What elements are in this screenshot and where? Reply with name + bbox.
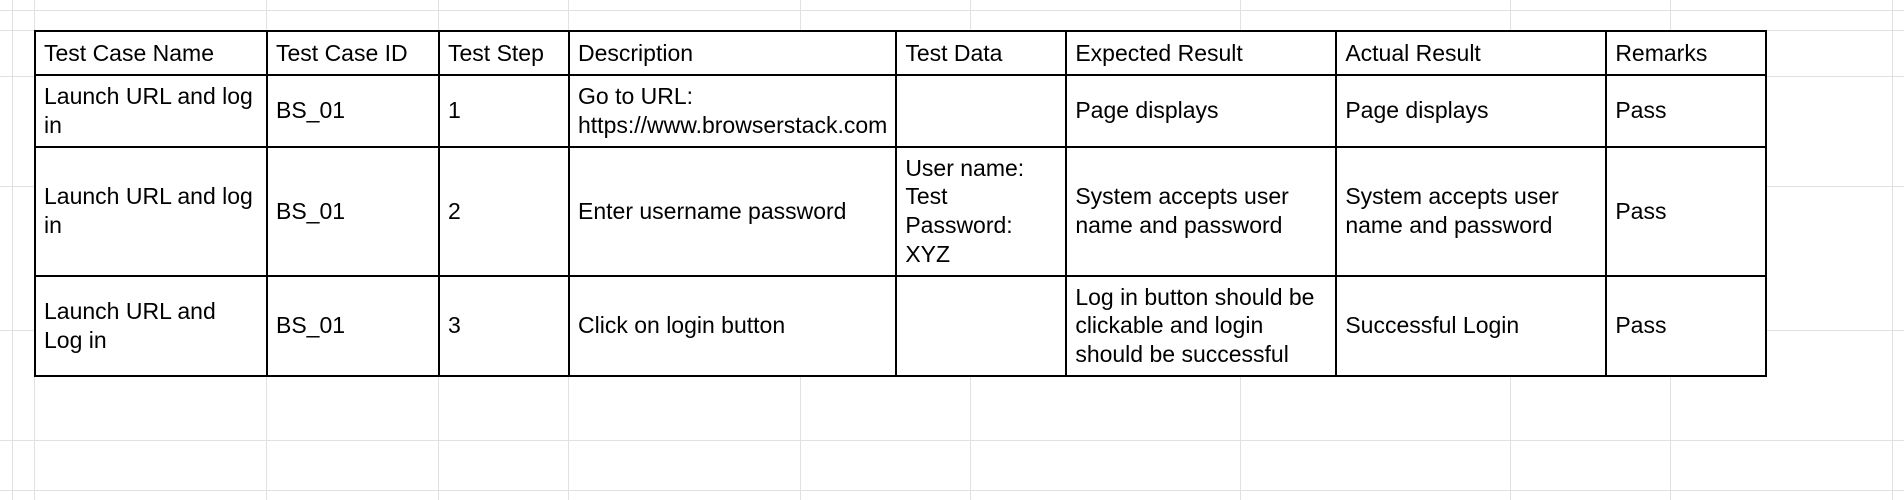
table-row: Launch URL and log inBS_012Enter usernam… <box>35 147 1766 276</box>
col-header-test-case-id[interactable]: Test Case ID <box>267 31 439 75</box>
table-header-row: Test Case Name Test Case ID Test Step De… <box>35 31 1766 75</box>
cell-test-data[interactable]: User name: TestPassword: XYZ <box>896 147 1066 276</box>
cell-test-step[interactable]: 2 <box>439 147 569 276</box>
cell-expected-result[interactable]: Page displays <box>1066 75 1336 147</box>
col-header-test-case-name[interactable]: Test Case Name <box>35 31 267 75</box>
cell-description[interactable]: Go to URL: https://www.browserstack.com <box>569 75 896 147</box>
col-header-remarks[interactable]: Remarks <box>1606 31 1766 75</box>
col-header-expected-result[interactable]: Expected Result <box>1066 31 1336 75</box>
cell-remarks[interactable]: Pass <box>1606 276 1766 376</box>
spreadsheet: Test Case Name Test Case ID Test Step De… <box>0 0 1904 500</box>
cell-test-step[interactable]: 1 <box>439 75 569 147</box>
cell-test-case-id[interactable]: BS_01 <box>267 75 439 147</box>
cell-test-step[interactable]: 3 <box>439 276 569 376</box>
cell-test-case-id[interactable]: BS_01 <box>267 147 439 276</box>
table-body: Launch URL and log inBS_011Go to URL: ht… <box>35 75 1766 376</box>
cell-test-case-id[interactable]: BS_01 <box>267 276 439 376</box>
table-row: Launch URL and log inBS_011Go to URL: ht… <box>35 75 1766 147</box>
cell-test-data[interactable] <box>896 276 1066 376</box>
cell-description[interactable]: Click on login button <box>569 276 896 376</box>
col-header-description[interactable]: Description <box>569 31 896 75</box>
cell-actual-result[interactable]: Successful Login <box>1336 276 1606 376</box>
table-row: Launch URL and Log inBS_013Click on logi… <box>35 276 1766 376</box>
cell-remarks[interactable]: Pass <box>1606 147 1766 276</box>
cell-test-data[interactable] <box>896 75 1066 147</box>
test-case-table: Test Case Name Test Case ID Test Step De… <box>34 30 1767 377</box>
col-header-actual-result[interactable]: Actual Result <box>1336 31 1606 75</box>
col-header-test-data[interactable]: Test Data <box>896 31 1066 75</box>
cell-actual-result[interactable]: Page displays <box>1336 75 1606 147</box>
cell-test-case-name[interactable]: Launch URL and log in <box>35 147 267 276</box>
cell-expected-result[interactable]: System accepts user name and password <box>1066 147 1336 276</box>
col-header-test-step[interactable]: Test Step <box>439 31 569 75</box>
cell-remarks[interactable]: Pass <box>1606 75 1766 147</box>
cell-description[interactable]: Enter username password <box>569 147 896 276</box>
cell-test-case-name[interactable]: Launch URL and log in <box>35 75 267 147</box>
cell-actual-result[interactable]: System accepts user name and password <box>1336 147 1606 276</box>
cell-test-case-name[interactable]: Launch URL and Log in <box>35 276 267 376</box>
cell-expected-result[interactable]: Log in button should be clickable and lo… <box>1066 276 1336 376</box>
